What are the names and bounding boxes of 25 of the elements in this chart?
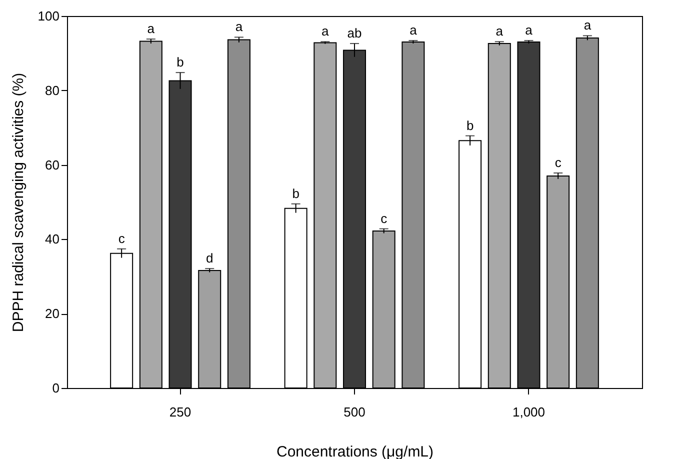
data-label: c <box>118 230 126 246</box>
data-label: a <box>525 22 534 38</box>
data-label: c <box>554 154 562 170</box>
y-tick-label: 100 <box>38 8 60 24</box>
y-tick-label: 40 <box>45 232 60 247</box>
data-label: ab <box>347 26 362 41</box>
data-label: a <box>147 21 156 36</box>
data-label: a <box>410 22 418 38</box>
data-label: a <box>496 24 504 39</box>
data-label: b <box>176 54 184 70</box>
data-label: d <box>206 250 214 266</box>
y-tick-label: 60 <box>45 157 60 172</box>
x-tick-label: 250 <box>169 404 192 420</box>
y-tick-label: 80 <box>45 82 60 98</box>
data-label: a <box>322 24 330 39</box>
data-label: a <box>584 18 592 33</box>
data-label: b <box>466 118 474 133</box>
data-label: b <box>292 186 300 201</box>
y-tick-label: 0 <box>52 380 60 396</box>
x-tick-label: 500 <box>344 404 366 420</box>
data-label: c <box>380 210 388 226</box>
x-tick-label: 1,000 <box>512 404 546 420</box>
data-label: a <box>235 19 244 34</box>
y-axis-title: DPPH radical scavenging activities (%) <box>10 72 27 332</box>
y-tick-label: 20 <box>45 306 60 322</box>
